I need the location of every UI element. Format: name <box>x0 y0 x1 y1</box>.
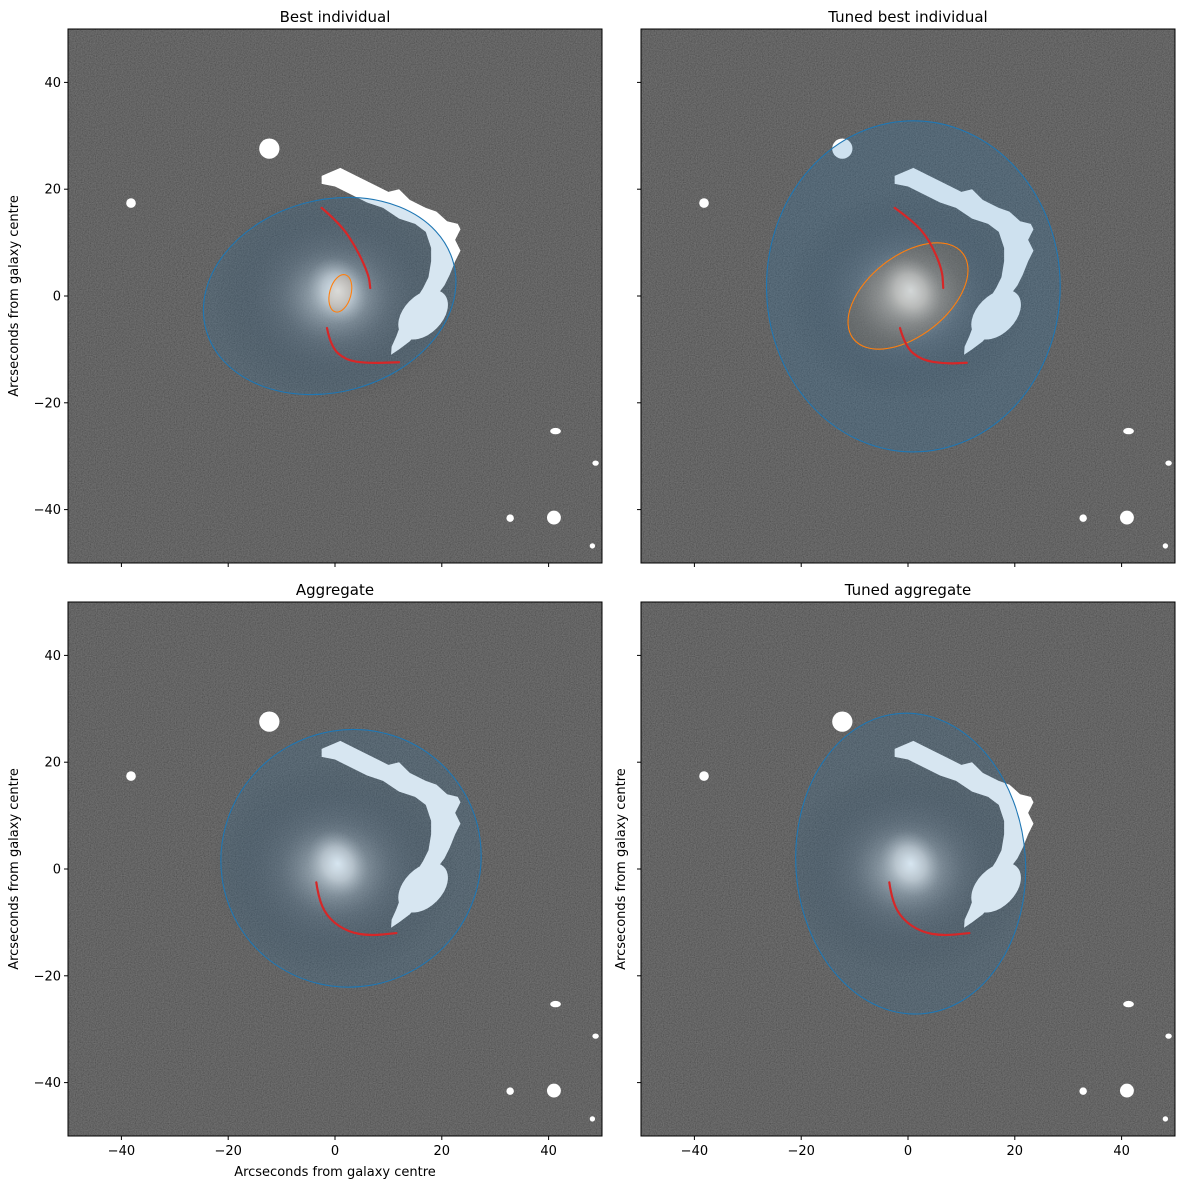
star <box>699 198 709 208</box>
star <box>1119 510 1134 525</box>
galaxy-core <box>879 257 942 325</box>
image-area <box>641 29 1175 563</box>
bulge-ellipse <box>328 274 353 313</box>
x-axis-label: Arcseconds from galaxy centre <box>234 1165 436 1180</box>
star <box>1119 1083 1134 1098</box>
spiral-arm-2 <box>325 326 401 364</box>
x-tick-label: 40 <box>540 1144 557 1159</box>
y-tick-label: 20 <box>44 756 61 771</box>
star <box>1079 1087 1087 1095</box>
star <box>506 1087 514 1095</box>
y-tick-label: −40 <box>34 503 61 518</box>
disk-fill <box>203 197 456 395</box>
bulge-ellipse <box>847 242 969 350</box>
masked-region <box>398 289 448 340</box>
star <box>550 1000 561 1008</box>
x-tick-label: 0 <box>904 1144 912 1159</box>
star <box>1165 1033 1172 1039</box>
star <box>259 138 280 159</box>
disk-fill <box>220 729 482 988</box>
star <box>506 514 514 522</box>
y-tick-label: 40 <box>44 649 61 664</box>
star <box>1079 514 1087 522</box>
galaxy-core <box>306 257 369 325</box>
y-tick-label: −20 <box>34 396 61 411</box>
x-tick-label: −20 <box>787 1144 814 1159</box>
disk-fill <box>795 713 1026 1015</box>
x-tick-label: −20 <box>214 1144 241 1159</box>
y-tick-label: 0 <box>53 290 61 305</box>
star <box>126 198 136 208</box>
x-tick-label: 20 <box>1007 1144 1024 1159</box>
image-area <box>68 29 602 563</box>
panel-title: Aggregate <box>296 581 374 599</box>
star <box>546 510 561 525</box>
star <box>832 138 853 159</box>
star <box>546 1083 561 1098</box>
y-tick-label: 0 <box>53 863 61 878</box>
y-axis-label: Arcseconds from galaxy centre <box>614 768 629 970</box>
star <box>832 711 853 732</box>
x-tick-label: 20 <box>434 1144 451 1159</box>
y-tick-label: −40 <box>34 1076 61 1091</box>
panel-1: Best individual −40 −20 0 20 40 Arcseconds fro… <box>7 8 603 567</box>
star <box>259 711 280 732</box>
image-area <box>68 602 602 1136</box>
disk-ellipse <box>202 196 457 396</box>
star <box>592 460 599 466</box>
masked-region <box>971 289 1021 340</box>
image-area <box>641 602 1175 1136</box>
panel-title: Best individual <box>280 8 391 26</box>
x-tick-label: −40 <box>108 1144 135 1159</box>
star <box>1123 427 1134 435</box>
panel-3: Aggregate −40 −20 0 20 40 −40 −20 0 20 40 Arcsecond… <box>7 581 603 1180</box>
x-tick-label: 40 <box>1113 1144 1130 1159</box>
star <box>550 427 561 435</box>
spiral-arm-1 <box>893 206 945 290</box>
y-tick-label: 20 <box>44 183 61 198</box>
spiral-arm-1 <box>315 881 398 937</box>
panel-title: Tuned best individual <box>827 8 987 26</box>
x-tick-label: 0 <box>331 1144 339 1159</box>
star <box>589 543 596 549</box>
y-axis-label: Arcseconds from galaxy centre <box>7 195 22 397</box>
masked-region <box>398 862 448 913</box>
star <box>1162 1116 1169 1122</box>
y-axis-label: Arcseconds from galaxy centre <box>7 768 22 970</box>
spiral-arm-1 <box>320 206 372 290</box>
disk-ellipse <box>765 120 1061 453</box>
star <box>699 771 709 781</box>
disk-ellipse <box>220 728 482 988</box>
star <box>1123 1000 1134 1008</box>
galaxy-core <box>306 830 369 898</box>
panel-2: Tuned best individual <box>637 8 1176 567</box>
disk-ellipse <box>795 712 1027 1015</box>
galaxy-core <box>879 830 942 898</box>
masked-region <box>971 862 1021 913</box>
star <box>126 771 136 781</box>
panel-title: Tuned aggregate <box>844 581 972 599</box>
panel-4: Tuned aggregate −40 −20 0 20 40 Arcseconds fro… <box>614 581 1176 1159</box>
star <box>589 1116 596 1122</box>
spiral-arm-2 <box>898 326 968 365</box>
star <box>592 1033 599 1039</box>
disk-fill <box>766 120 1061 452</box>
y-tick-label: 40 <box>44 76 61 91</box>
spiral-arm-1 <box>888 881 971 937</box>
star <box>1165 460 1172 466</box>
y-tick-label: −20 <box>34 969 61 984</box>
star <box>1162 543 1169 549</box>
x-tick-label: −40 <box>681 1144 708 1159</box>
